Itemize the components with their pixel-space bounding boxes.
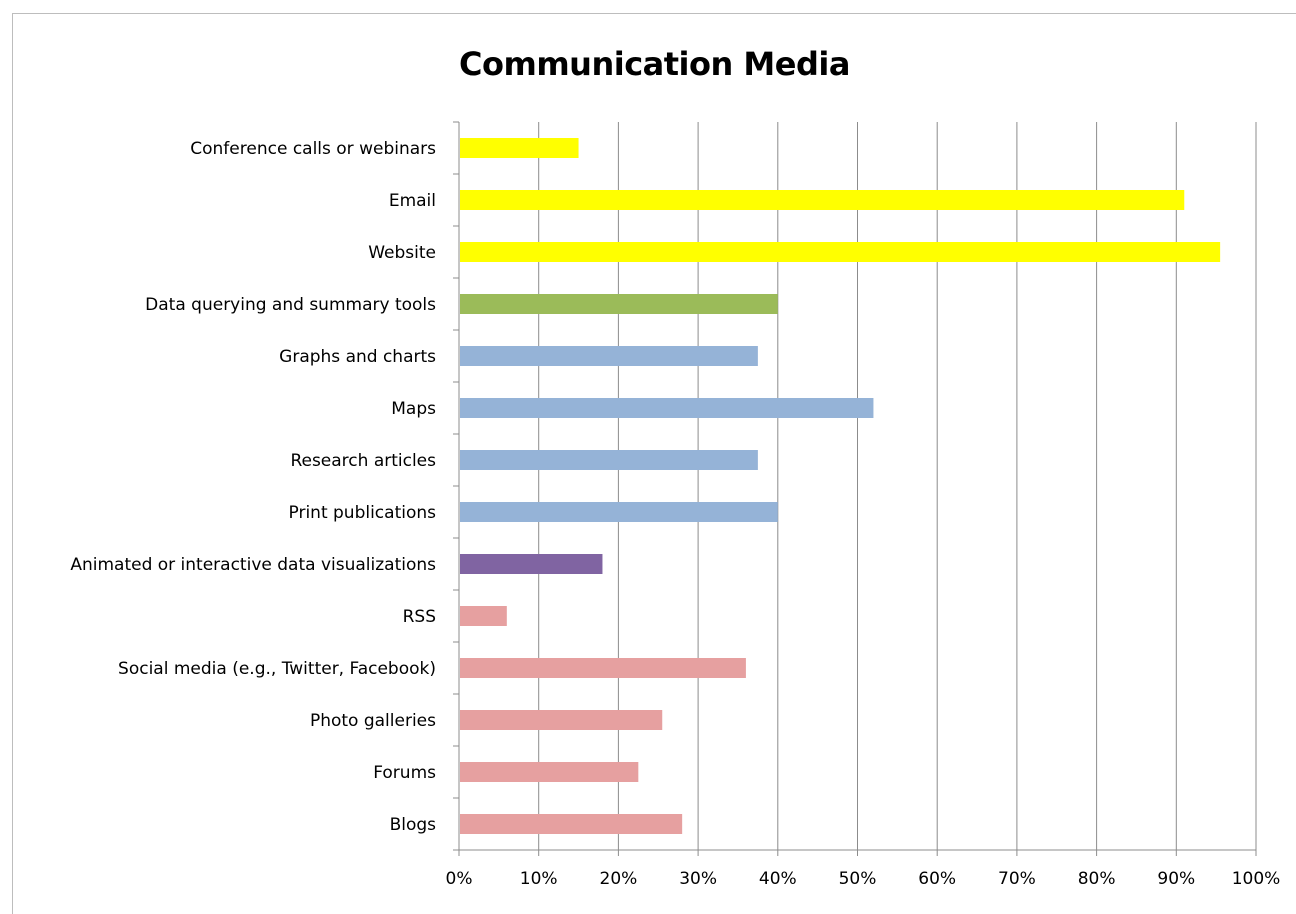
axes bbox=[453, 121, 1257, 856]
category-label: Blogs bbox=[390, 815, 437, 835]
x-tick-label: 50% bbox=[839, 869, 877, 889]
x-tick-label: 30% bbox=[679, 869, 717, 889]
bar bbox=[460, 398, 874, 418]
bar bbox=[460, 346, 758, 366]
bar bbox=[460, 450, 758, 470]
category-label: Conference calls or webinars bbox=[190, 139, 436, 159]
bar bbox=[460, 554, 603, 574]
category-label: Forums bbox=[373, 763, 436, 783]
chart-frame bbox=[12, 13, 1296, 914]
category-label: Website bbox=[368, 243, 436, 263]
bars bbox=[460, 138, 1221, 834]
x-tick-label: 80% bbox=[1078, 869, 1116, 889]
category-label: Data querying and summary tools bbox=[145, 295, 436, 315]
bar bbox=[460, 762, 639, 782]
x-tick-label: 90% bbox=[1157, 869, 1195, 889]
tick-labels: 0% 10% 20% 30% 40% 50% 60% 70% 80% 90% 100% bbox=[446, 869, 1281, 889]
category-label: Print publications bbox=[289, 503, 437, 523]
bar bbox=[460, 606, 507, 626]
category-label: Animated or interactive data visualizati… bbox=[70, 555, 436, 575]
category-label: Photo galleries bbox=[310, 711, 436, 731]
chart-title: Communication Media bbox=[459, 45, 850, 83]
category-label: Research articles bbox=[290, 451, 436, 471]
category-labels: Conference calls or webinars Email Website… bbox=[70, 139, 436, 835]
gridlines bbox=[538, 122, 1257, 850]
category-label: Social media (e.g., Twitter, Facebook) bbox=[118, 659, 436, 679]
bar bbox=[460, 242, 1221, 262]
bar bbox=[460, 294, 778, 314]
bar bbox=[460, 710, 663, 730]
x-tick-label: 100% bbox=[1232, 869, 1281, 889]
x-tick-label: 70% bbox=[998, 869, 1036, 889]
bar bbox=[460, 814, 683, 834]
bar bbox=[460, 502, 778, 522]
x-tick-label: 0% bbox=[446, 869, 473, 889]
category-label: Email bbox=[389, 191, 436, 211]
category-label: RSS bbox=[403, 607, 436, 627]
x-tick-label: 20% bbox=[600, 869, 638, 889]
x-tick-label: 60% bbox=[918, 869, 956, 889]
x-tick-label: 10% bbox=[520, 869, 558, 889]
bar bbox=[460, 138, 579, 158]
x-tick-label: 40% bbox=[759, 869, 797, 889]
category-label: Maps bbox=[391, 399, 436, 419]
bar bbox=[460, 658, 746, 678]
bar bbox=[460, 190, 1185, 210]
category-label: Graphs and charts bbox=[279, 347, 436, 367]
